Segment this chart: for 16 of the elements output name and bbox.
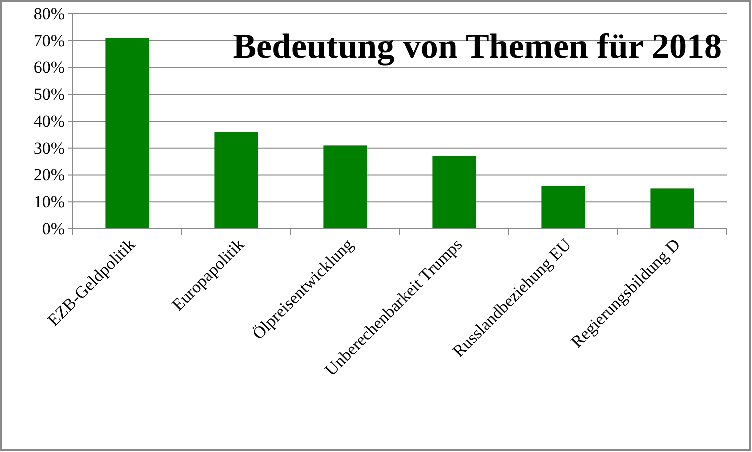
y-tick-label: 50%	[34, 85, 65, 104]
y-tick-label: 80%	[34, 4, 65, 24]
bar	[214, 132, 258, 229]
bar	[542, 186, 586, 229]
bar	[432, 156, 476, 229]
bar	[650, 188, 694, 229]
y-tick-label: 70%	[34, 31, 65, 50]
bar	[106, 38, 150, 229]
y-tick-label: 60%	[34, 58, 65, 78]
y-tick-label: 30%	[34, 138, 65, 158]
y-tick-label: 0%	[42, 219, 65, 238]
bar	[324, 146, 368, 229]
y-tick-label: 40%	[34, 112, 65, 131]
chart-title: Bedeutung von Themen für 2018	[233, 27, 722, 66]
y-tick-label: 20%	[34, 166, 65, 185]
y-tick-label: 10%	[34, 192, 65, 212]
